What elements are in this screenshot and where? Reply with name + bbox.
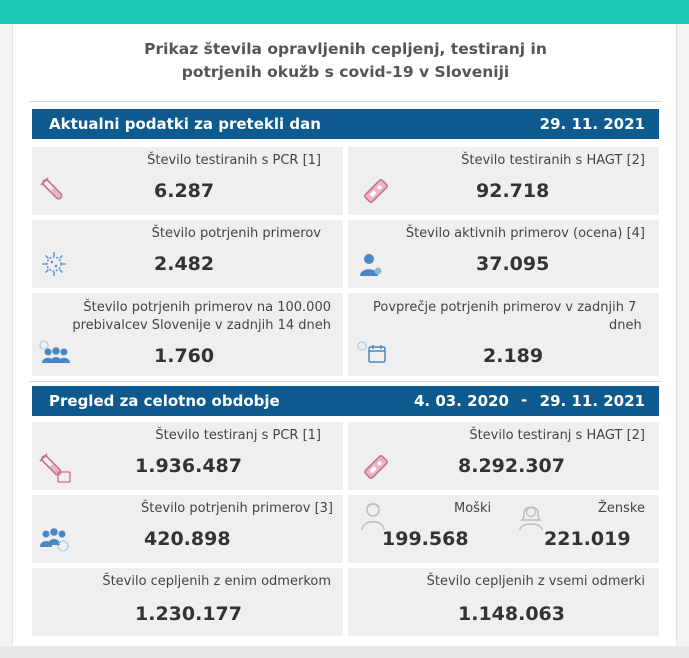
section-date-dash: - xyxy=(521,391,528,409)
card-daily-active: Število aktivnih primerov (ocena) [4] 37… xyxy=(348,220,659,288)
card-label-line-1: Povprečje potrjenih primerov v zadnjih 7 xyxy=(373,300,637,315)
card-daily-confirmed: Število potrjenih primerov 2.482 xyxy=(32,220,343,288)
test-tube-icon xyxy=(40,177,63,200)
card-value: 1.148.063 xyxy=(458,603,565,625)
card-label: Število cepljenih z enim odmerkom xyxy=(102,574,331,589)
card-daily-pcr: Število testiranih s PCR [1] 6.287 xyxy=(32,147,343,215)
male-icon xyxy=(361,503,385,531)
card-label: Število aktivnih primerov (ocena) [4] xyxy=(405,226,645,241)
female-value: 221.019 xyxy=(544,528,631,550)
card-value: 1.760 xyxy=(154,345,215,367)
rapid-test-icon xyxy=(364,455,388,479)
test-tube-icon xyxy=(39,453,71,483)
card-total-pcr: Število testiranj s PCR [1] 1.936.487 xyxy=(32,422,343,490)
section-header-total: Pregled za celotno obdobje 4. 03. 2020 -… xyxy=(32,386,659,416)
card-label-line-2: prebivalcev Slovenije v zadnjih 14 dneh xyxy=(72,318,331,333)
divider xyxy=(29,101,662,102)
section-date-to: 29. 11. 2021 xyxy=(539,392,645,410)
female-icon xyxy=(519,506,543,531)
card-total-confirmed: Število potrjenih primerov [3] 420.898 xyxy=(32,495,343,563)
section-header-daily: Aktualni podatki za pretekli dan 29. 11.… xyxy=(32,109,659,139)
male-label: Moški xyxy=(454,501,492,516)
card-label: Število testiranih s HAGT [2] xyxy=(461,153,645,168)
group-virus-icon xyxy=(40,528,69,552)
card-value: 1.936.487 xyxy=(135,455,242,477)
page-title-line-2: potrjenih okužb s covid-19 v Sloveniji xyxy=(181,63,510,81)
rapid-test-icon xyxy=(364,179,388,203)
card-value: 6.287 xyxy=(154,180,215,202)
page-title-line-1: Prikaz števila opravljenih cepljenj, tes… xyxy=(144,40,547,58)
card-total-gender: Moški 199.568 Ženske 221.019 xyxy=(348,495,659,563)
person-icon xyxy=(360,254,382,276)
card-value: 2.482 xyxy=(154,253,215,275)
card-label: Število testiranj s PCR [1] xyxy=(155,428,321,443)
bottom-strip xyxy=(0,646,689,658)
male-value: 199.568 xyxy=(382,528,469,550)
card-label: Povprečje potrjenih primerov v zadnjih 7… xyxy=(373,299,642,335)
top-accent-bar xyxy=(0,0,689,24)
virus-icon xyxy=(42,252,66,276)
card-value: 1.230.177 xyxy=(135,603,242,625)
card-total-vaccinated-all: Število cepljenih z vsemi odmerki 1.148.… xyxy=(348,568,659,636)
page-title: Prikaz števila opravljenih cepljenj, tes… xyxy=(13,38,678,84)
card-label: Število testiranih s PCR [1] xyxy=(147,153,321,168)
card-label: Število potrjenih primerov xyxy=(151,226,321,241)
card-label: Število potrjenih primerov [3] xyxy=(141,501,333,516)
card-label-line-2: dneh xyxy=(609,318,642,333)
stats-panel: Prikaz števila opravljenih cepljenj, tes… xyxy=(12,24,677,658)
card-value: 8.292.307 xyxy=(458,455,565,477)
section-date: 29. 11. 2021 xyxy=(539,115,645,133)
divider xyxy=(29,381,662,382)
card-value: 420.898 xyxy=(144,528,231,550)
card-value: 37.095 xyxy=(476,253,550,275)
section-label: Pregled za celotno obdobje xyxy=(49,392,280,410)
section-date-from: 4. 03. 2020 xyxy=(414,392,509,410)
group-virus-icon xyxy=(39,340,70,363)
card-value: 2.189 xyxy=(483,345,544,367)
card-label: Število potrjenih primerov na 100.000 pr… xyxy=(72,299,331,335)
card-total-vaccinated-one: Število cepljenih z enim odmerkom 1.230.… xyxy=(32,568,343,636)
section-label: Aktualni podatki za pretekli dan xyxy=(49,115,321,133)
card-label-line-1: Število potrjenih primerov na 100.000 xyxy=(83,300,331,315)
card-label: Število testiranj s HAGT [2] xyxy=(469,428,645,443)
card-daily-incidence: Število potrjenih primerov na 100.000 pr… xyxy=(32,293,343,376)
card-value: 92.718 xyxy=(476,180,550,202)
card-daily-average: Povprečje potrjenih primerov v zadnjih 7… xyxy=(348,293,659,376)
card-total-hagt: Število testiranj s HAGT [2] 8.292.307 xyxy=(348,422,659,490)
card-daily-hagt: Število testiranih s HAGT [2] 92.718 xyxy=(348,147,659,215)
female-label: Ženske xyxy=(598,501,645,516)
calendar-virus-icon xyxy=(357,341,386,363)
card-label: Število cepljenih z vsemi odmerki xyxy=(426,574,645,589)
